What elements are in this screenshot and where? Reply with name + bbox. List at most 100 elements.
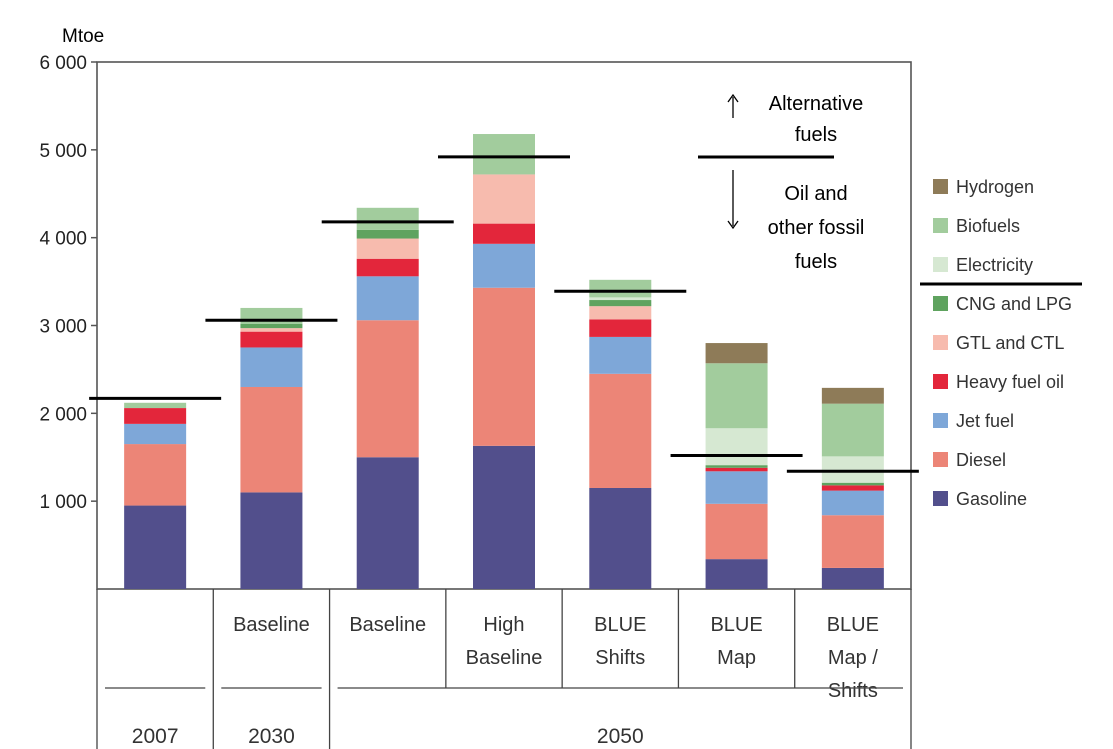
bar-segment-gasoline [240, 492, 303, 589]
bar-segment-biofuels [705, 363, 768, 429]
bar-segment-biofuels [473, 134, 535, 175]
bar-segment-diesel [589, 373, 652, 488]
legend-swatch-hydrogen [933, 179, 948, 194]
legend: Hydrogen Biofuels Electricity CNG and LPG GT… [933, 177, 1072, 509]
legend-swatch-biofuels [933, 218, 948, 233]
bar-segment-diesel [356, 320, 419, 458]
category-label: BLUE [827, 614, 879, 636]
bar-segment-electricity [589, 297, 652, 301]
year-group-label: 2007 [132, 725, 179, 748]
category-label: Baseline [349, 614, 426, 636]
legend-label-gtl-and-ctl: GTL and CTL [956, 333, 1064, 353]
bar-segment-cng-and-lpg [821, 482, 884, 486]
bar-segment-gtl-and-ctl [589, 306, 652, 320]
y-tick-label: 5 000 [39, 141, 87, 162]
year-group-label: 2050 [597, 725, 644, 748]
annotation-group: Alternative fuels Oil and other fossil f… [698, 93, 864, 273]
bar-segment-hydrogen [821, 387, 884, 404]
category-label: BLUE [594, 614, 646, 636]
bar-segment-diesel [821, 515, 884, 568]
legend-label-biofuels: Biofuels [956, 216, 1020, 236]
bar-segment-heavy-fuel-oil [589, 319, 652, 337]
legend-swatch-diesel [933, 452, 948, 467]
bar-segment-cng-and-lpg [589, 300, 652, 307]
legend-label-heavy-fuel-oil: Heavy fuel oil [956, 372, 1064, 392]
bar-segment-biofuels [589, 279, 652, 298]
category-label: High [483, 614, 524, 636]
bar-segment-diesel [240, 386, 303, 493]
annotation-up-line-2: fuels [795, 124, 837, 146]
bar-segment-heavy-fuel-oil [705, 467, 768, 472]
category-label: Shifts [828, 680, 878, 702]
bar-segment-electricity [821, 456, 884, 483]
bar-segment-cng-and-lpg [356, 229, 419, 239]
bar-segment-gasoline [821, 567, 884, 589]
bar-segment-gasoline [356, 457, 419, 589]
bar-segment-hydrogen [705, 343, 768, 364]
legend-label-hydrogen: Hydrogen [956, 177, 1034, 197]
category-label: Shifts [595, 647, 645, 669]
y-tick-label: 4 000 [39, 229, 87, 250]
bar-segment-jet-fuel [589, 336, 652, 374]
bar-segment-cng-and-lpg [240, 323, 303, 329]
bar-segment-cng-and-lpg [705, 465, 768, 468]
legend-swatch-heavy-fuel-oil [933, 374, 948, 389]
legend-swatch-cng-and-lpg [933, 296, 948, 311]
bar-segment-electricity [705, 428, 768, 466]
bar-segment-biofuels [124, 402, 187, 409]
legend-label-gasoline: Gasoline [956, 489, 1027, 509]
bar-segment-diesel [705, 503, 768, 560]
y-tick-label: 6 000 [39, 53, 87, 74]
legend-label-diesel: Diesel [956, 450, 1006, 470]
bar-segment-heavy-fuel-oil [356, 258, 419, 277]
category-label: Baseline [233, 614, 310, 636]
bar-stacks [124, 134, 884, 589]
bar-segment-gasoline [705, 559, 768, 589]
annotation-down-line-1: Oil and [784, 183, 847, 205]
bar-segment-gtl-and-ctl [356, 238, 419, 259]
up-arrow-icon [727, 93, 739, 103]
bar-segment-biofuels [821, 403, 884, 457]
bar-segment-diesel [124, 444, 187, 506]
bar-segment-biofuels [356, 207, 419, 230]
bar-segment-gasoline [473, 445, 535, 589]
legend-label-electricity: Electricity [956, 255, 1033, 275]
bar-segment-gtl-and-ctl [473, 174, 535, 224]
y-axis-unit-label: Mtoe [62, 26, 104, 47]
annotation-up-line-1: Alternative [769, 93, 864, 115]
bar-segment-gasoline [124, 505, 187, 589]
category-label: Map / [828, 647, 878, 669]
y-tick-label: 2 000 [39, 404, 87, 425]
bar-segment-heavy-fuel-oil [821, 485, 884, 491]
fossil-alternative-dividers [89, 155, 919, 473]
year-group-label: 2030 [248, 725, 295, 748]
legend-label-jet-fuel: Jet fuel [956, 411, 1014, 431]
bar-segment-heavy-fuel-oil [240, 331, 303, 348]
legend-label-cng-and-lpg: CNG and LPG [956, 294, 1072, 314]
y-axis: 1 000 2 000 3 000 4 000 5 000 6 000 [39, 53, 97, 513]
bar-segment-heavy-fuel-oil [124, 408, 187, 424]
y-tick-label: 3 000 [39, 317, 87, 338]
bar-segment-jet-fuel [356, 276, 419, 321]
down-arrow-icon [727, 220, 739, 230]
y-tick-label: 1 000 [39, 492, 87, 513]
bar-segment-jet-fuel [240, 347, 303, 387]
bar-segment-gtl-and-ctl [240, 328, 303, 332]
bar-segment-diesel [473, 287, 535, 446]
annotation-down-line-2: other fossil [768, 217, 865, 239]
legend-swatch-electricity [933, 257, 948, 272]
category-table: Baseline Baseline High Baseline BLUE Shifts BL… [96, 589, 912, 749]
category-label: Map [717, 647, 756, 669]
bar-segment-jet-fuel [124, 423, 187, 445]
category-label: Baseline [466, 647, 543, 669]
bar-segment-gasoline [589, 487, 652, 589]
legend-swatch-gasoline [933, 491, 948, 506]
legend-swatch-gtl-and-ctl [933, 335, 948, 350]
bar-segment-heavy-fuel-oil [473, 223, 535, 244]
legend-swatch-jet-fuel [933, 413, 948, 428]
bar-segment-jet-fuel [705, 471, 768, 504]
category-label: BLUE [710, 614, 762, 636]
bar-segment-jet-fuel [821, 490, 884, 516]
annotation-down-line-3: fuels [795, 251, 837, 273]
